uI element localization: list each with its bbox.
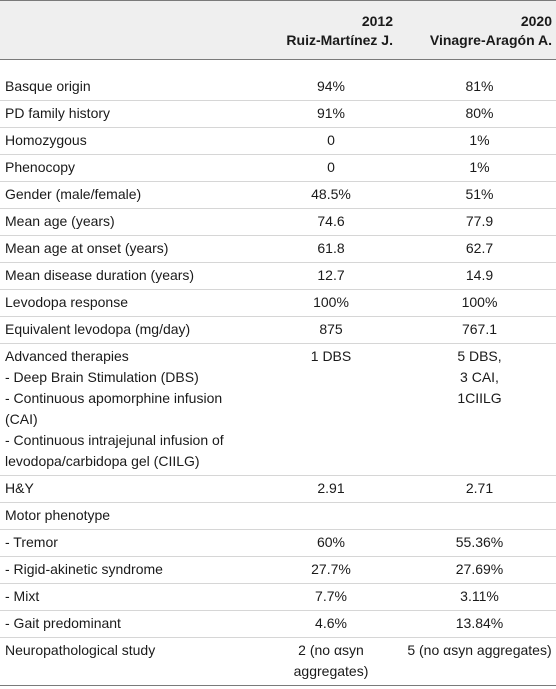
table-row: - Mixt 7.7% 3.11%	[0, 583, 556, 610]
value-2012: 2.91	[317, 480, 345, 496]
table-row: Phenocopy 0 1%	[0, 154, 556, 181]
value-2020: 1%	[469, 159, 490, 175]
value-2020-line: 3 CAI,	[460, 369, 499, 385]
value-2012: 91%	[316, 105, 346, 121]
advanced-sub-item: levodopa/carbidopa gel (CIILG)	[5, 453, 200, 469]
row-label: PD family history	[5, 105, 111, 121]
value-2020: 3.11%	[460, 588, 499, 604]
table-row: PD family history 91% 80%	[0, 100, 556, 127]
value-2012: 48.5%	[311, 186, 351, 202]
value-2020: 2.71	[465, 480, 494, 496]
table-header: 2012 Ruiz-Martínez J. 2020 Vinagre-Aragó…	[0, 1, 556, 60]
table-row: Mean disease duration (years) 12.7 14.9	[0, 262, 556, 289]
value-2012: 100%	[313, 294, 349, 310]
table-row: Gender (male/female) 48.5% 51%	[0, 181, 556, 208]
row-label: Levodopa response	[5, 294, 128, 310]
row-label: - Mixt	[5, 588, 40, 604]
value-2012: 94%	[316, 78, 346, 94]
value-2012: 7.7%	[315, 588, 347, 604]
value-2020: 62.7	[465, 240, 494, 256]
table-row: H&Y 2.91 2.71	[0, 475, 556, 502]
table-row-motor-phenotype: Motor phenotype	[0, 502, 556, 529]
value-2020	[403, 505, 556, 526]
value-2012: 61.8	[317, 240, 345, 256]
table-row: Equivalent levodopa (mg/day) 875 767.1	[0, 316, 556, 343]
row-label: Equivalent levodopa (mg/day)	[5, 321, 191, 337]
advanced-sub-item: - Deep Brain Stimulation (DBS)	[5, 369, 199, 385]
table-row: - Rigid-akinetic syndrome 27.7% 27.69%	[0, 556, 556, 583]
value-2020: 767.1	[461, 321, 498, 337]
value-2012: 27.7%	[311, 561, 351, 577]
value-2020: 51%	[465, 186, 494, 202]
value-2012-line: aggregates)	[293, 663, 369, 679]
table-row: - Gait predominant 4.6% 13.84%	[0, 610, 556, 637]
table-row-neuropathological: Neuropathological study 2 (no αsyn aggre…	[0, 637, 556, 685]
advanced-sub-item: (CAI)	[5, 411, 38, 427]
advanced-sub-item: - Continuous intrajejunal infusion of	[5, 432, 224, 448]
row-label: Mean age (years)	[5, 213, 115, 229]
row-label: Gender (male/female)	[5, 186, 142, 202]
header-empty-cell	[0, 1, 259, 59]
row-label: Motor phenotype	[5, 507, 111, 523]
value-2012: 12.7	[317, 267, 345, 283]
table-row: Mean age at onset (years) 61.8 62.7	[0, 235, 556, 262]
value-2012: 2 (no αsyn aggregates)	[259, 640, 403, 682]
value-2012: 1 DBS	[310, 348, 352, 364]
value-2012-line: 2 (no αsyn	[298, 642, 364, 658]
value-2012: 875	[319, 321, 343, 337]
value-2020: 1%	[469, 132, 490, 148]
row-label: Basque origin	[5, 78, 91, 94]
table-row: Mean age (years) 74.6 77.9	[0, 208, 556, 235]
value-2012: 4.6%	[315, 615, 347, 631]
value-2020: 5 (no αsyn aggregates)	[407, 642, 552, 658]
value-2020-line: 5 DBS,	[457, 348, 502, 364]
value-2012: 0	[327, 132, 335, 148]
advanced-therapies-label: Advanced therapies	[5, 348, 129, 364]
row-label: - Tremor	[5, 534, 58, 550]
value-2012: 60%	[316, 534, 346, 550]
row-label: Advanced therapies - Deep Brain Stimulat…	[0, 346, 259, 472]
row-label: Mean age at onset (years)	[5, 240, 169, 256]
value-2020: 5 DBS, 3 CAI, 1CIILG	[403, 346, 556, 472]
table-row: Homozygous 0 1%	[0, 127, 556, 154]
table-row: Basque origin 94% 81%	[0, 74, 556, 100]
header-col-2012: 2012 Ruiz-Martínez J.	[259, 1, 397, 59]
value-2012: 74.6	[317, 213, 345, 229]
row-label: H&Y	[5, 480, 34, 496]
value-2020: 81%	[465, 78, 494, 94]
row-label: Mean disease duration (years)	[5, 267, 195, 283]
header-col-2020: 2020 Vinagre-Aragón A.	[397, 1, 556, 59]
advanced-sub-item: - Continuous apomorphine infusion	[5, 390, 223, 406]
value-2012	[259, 505, 403, 526]
value-2020: 14.9	[465, 267, 494, 283]
value-2020: 77.9	[465, 213, 494, 229]
row-label: Neuropathological study	[5, 642, 156, 658]
value-2020: 13.84%	[455, 615, 504, 631]
value-2020-line: 1CIILG	[457, 390, 502, 406]
value-2020: 55.36%	[455, 534, 504, 550]
header-year-2020: 2020	[520, 13, 552, 29]
row-label: Homozygous	[5, 132, 87, 148]
value-2020: 27.69%	[455, 561, 504, 577]
table-row: - Tremor 60% 55.36%	[0, 529, 556, 556]
header-author-2012: Ruiz-Martínez J.	[286, 32, 393, 48]
row-label: - Rigid-akinetic syndrome	[5, 561, 163, 577]
table-row: Levodopa response 100% 100%	[0, 289, 556, 316]
value-2020: 80%	[465, 105, 494, 121]
header-year-2012: 2012	[361, 13, 393, 29]
table-body: Basque origin 94% 81% PD family history …	[0, 60, 556, 685]
row-label: - Gait predominant	[5, 615, 121, 631]
table-row-advanced-therapies: Advanced therapies - Deep Brain Stimulat…	[0, 343, 556, 475]
row-label: Phenocopy	[5, 159, 76, 175]
value-2012: 0	[327, 159, 335, 175]
value-2020: 100%	[461, 294, 498, 310]
header-author-2020: Vinagre-Aragón A.	[429, 32, 552, 48]
